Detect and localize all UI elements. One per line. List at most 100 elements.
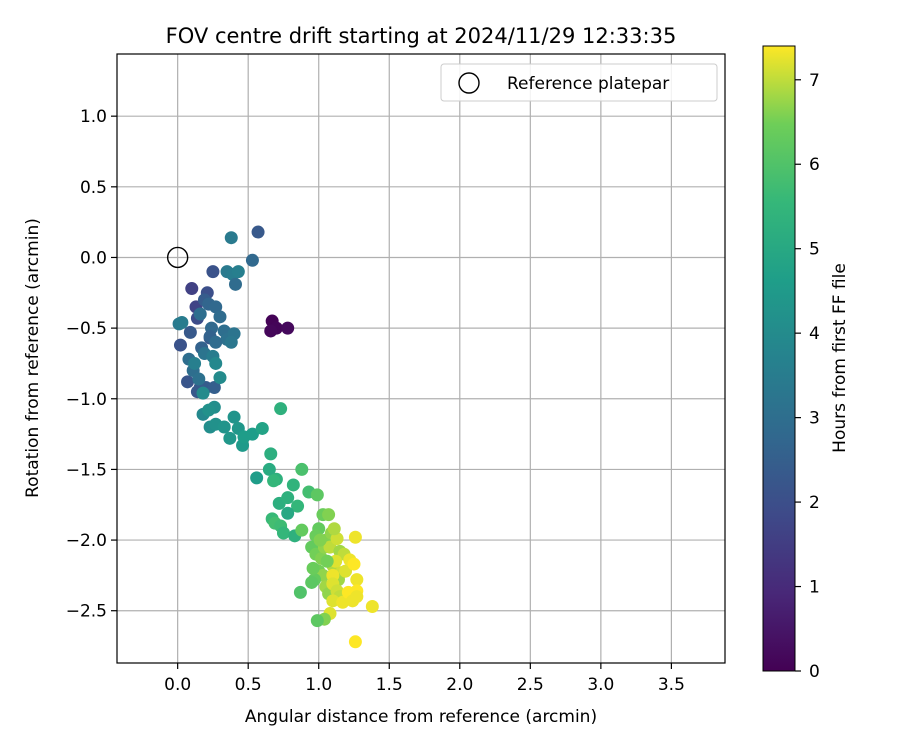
scatter-point [291, 499, 305, 513]
x-tick-label: 2.0 [446, 675, 473, 695]
scatter-point [223, 431, 237, 445]
scatter-point [255, 421, 269, 435]
x-axis-ticks: 0.0 0.5 1.0 1.5 2.0 2.5 3.0 3.5 [164, 663, 685, 695]
colorbar-tick-label: 4 [809, 324, 820, 344]
scatter-point [173, 338, 187, 352]
y-tick-label: −2.0 [66, 531, 107, 551]
scatter-points [172, 225, 379, 649]
scatter-point [231, 265, 245, 279]
scatter-point [365, 599, 379, 613]
reference-point-marker [166, 246, 189, 269]
y-axis-ticks: 1.0 0.5 0.0 −0.5 −1.0 −1.5 −2.0 −2.5 [66, 107, 117, 622]
y-tick-label: −0.5 [66, 319, 107, 339]
colorbar-tick-label: 7 [809, 71, 820, 91]
scatter-point [188, 356, 202, 370]
x-tick-label: 3.0 [587, 675, 614, 695]
scatter-point [206, 265, 220, 279]
x-tick-label: 3.5 [658, 675, 685, 695]
scatter-point [310, 488, 324, 502]
colorbar-tick-label: 2 [809, 493, 820, 513]
scatter-point [305, 575, 319, 589]
scatter-point [227, 410, 241, 424]
colorbar-gradient [762, 45, 796, 672]
colorbar-tick-label: 1 [809, 578, 820, 598]
scatter-point [202, 403, 216, 417]
x-tick-label: 0.5 [235, 675, 262, 695]
colorbar-tick-label: 3 [809, 409, 820, 429]
colorbar: 0 1 2 3 4 5 6 7 Hours from first FF file [762, 45, 850, 682]
scatter-point [262, 462, 276, 476]
scatter-point [347, 557, 361, 571]
x-tick-label: 1.0 [305, 675, 332, 695]
scatter-point [181, 375, 195, 389]
y-tick-label: −1.0 [66, 390, 107, 410]
x-axis-label: Angular distance from reference (arcmin) [245, 707, 597, 727]
scatter-point [209, 300, 223, 314]
scatter-point [209, 356, 223, 370]
scatter-point [192, 372, 206, 386]
y-tick-label: −2.5 [66, 602, 107, 622]
legend-entry-reference: Reference platepar [507, 74, 669, 94]
scatter-point [209, 335, 223, 349]
scatter-point [276, 526, 290, 540]
scatter-point [306, 561, 320, 575]
colorbar-tick-label: 0 [809, 662, 820, 682]
grid-lines [117, 54, 725, 663]
y-tick-label: −1.5 [66, 460, 107, 480]
colorbar-label: Hours from first FF file [830, 263, 850, 453]
y-tick-label: 1.0 [80, 107, 107, 127]
scatter-point [207, 380, 221, 394]
scatter-point [281, 506, 295, 520]
scatter-point [175, 315, 189, 329]
scatter-point [350, 590, 364, 604]
scatter-point [336, 595, 350, 609]
scatter-point [313, 533, 327, 547]
scatter-point [348, 530, 362, 544]
scatter-point [196, 386, 210, 400]
scatter-point [295, 462, 309, 476]
scatter-point [267, 474, 281, 488]
scatter-point [185, 282, 199, 296]
scatter-point [264, 324, 278, 338]
y-tick-label: 0.0 [80, 248, 107, 268]
scatter-point [224, 335, 238, 349]
x-tick-label: 2.5 [517, 675, 544, 695]
scatter-point [213, 310, 227, 324]
x-tick-label: 1.5 [376, 675, 403, 695]
scatter-point [293, 585, 307, 599]
scatter-point [348, 635, 362, 649]
scatter-point [224, 231, 238, 245]
scatter-point [245, 253, 259, 267]
scatter-point [310, 614, 324, 628]
scatter-point [274, 402, 288, 416]
legend-marker-icon [458, 72, 480, 94]
scatter-point [264, 447, 278, 461]
y-axis-label: Rotation from reference (arcmin) [23, 218, 43, 498]
scatter-point [251, 225, 265, 239]
scatter-point [250, 471, 264, 485]
colorbar-tick-label: 6 [809, 155, 820, 175]
colorbar-ticks: 0 1 2 3 4 5 6 7 [795, 71, 820, 682]
scatter-point [322, 508, 336, 522]
scatter-point [217, 420, 231, 434]
scatter-point [326, 594, 340, 608]
scatter-point [245, 427, 259, 441]
scatter-point [330, 532, 344, 546]
chart-title: FOV centre drift starting at 2024/11/29 … [166, 24, 677, 48]
scatter-point [228, 277, 242, 291]
scatter-point [320, 554, 334, 568]
scatter-point [286, 478, 300, 492]
legend: Reference platepar [440, 63, 718, 102]
scatter-point [327, 522, 341, 536]
legend-box [440, 63, 718, 102]
scatter-point [295, 523, 309, 537]
scatter-point [213, 371, 227, 385]
y-tick-label: 0.5 [80, 178, 107, 198]
scatter-point [281, 321, 295, 335]
scatter-point [193, 307, 207, 321]
plot-frame [116, 53, 726, 664]
scatter-point [281, 491, 295, 505]
colorbar-tick-label: 5 [809, 240, 820, 260]
scatter-point [350, 573, 364, 587]
